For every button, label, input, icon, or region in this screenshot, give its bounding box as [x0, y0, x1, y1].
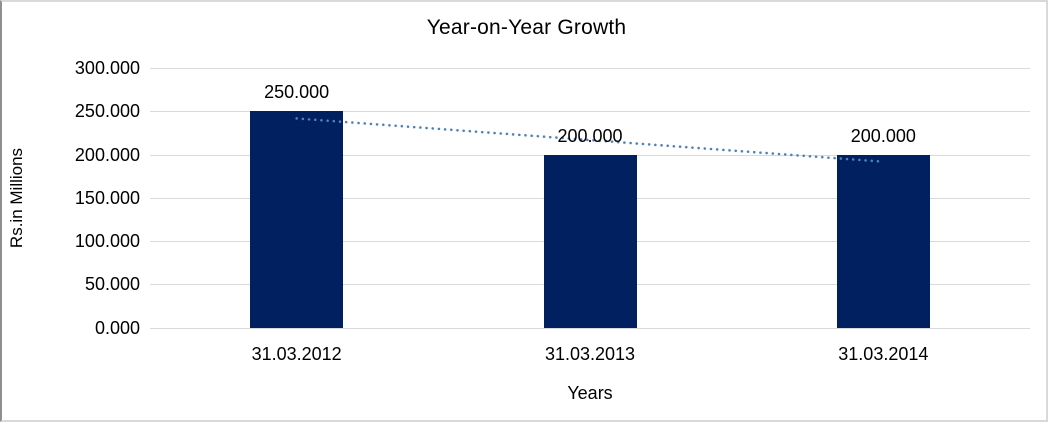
y-tick-label: 50.000 — [84, 274, 140, 295]
x-tick-label: 31.03.2014 — [838, 344, 929, 364]
y-tick-label: 300.000 — [74, 58, 140, 78]
x-tick-label: 31.03.2013 — [544, 344, 636, 364]
gridline — [150, 111, 1030, 113]
y-axis-title: Rs.in Millions — [7, 147, 26, 249]
bar-value-label: 200.000 — [557, 125, 623, 146]
y-tick-label: 250.000 — [74, 101, 140, 122]
bar-value-label: 200.000 — [850, 125, 916, 146]
bar-value-label: 250.000 — [264, 82, 330, 103]
bar — [250, 111, 344, 328]
gridline — [150, 68, 1030, 69]
y-tick-label: 150.000 — [74, 187, 140, 208]
y-tick-label: 100.000 — [74, 231, 140, 251]
y-tick-label: 200.000 — [74, 144, 140, 165]
y-tick-label: 0.000 — [94, 317, 140, 338]
chart-title: Year-on-Year Growth — [426, 16, 627, 39]
bar — [836, 154, 930, 328]
x-axis-title: Years — [567, 383, 613, 403]
x-tick-label: 31.03.2012 — [251, 344, 342, 364]
gridline — [150, 327, 1030, 329]
bar — [543, 154, 637, 328]
